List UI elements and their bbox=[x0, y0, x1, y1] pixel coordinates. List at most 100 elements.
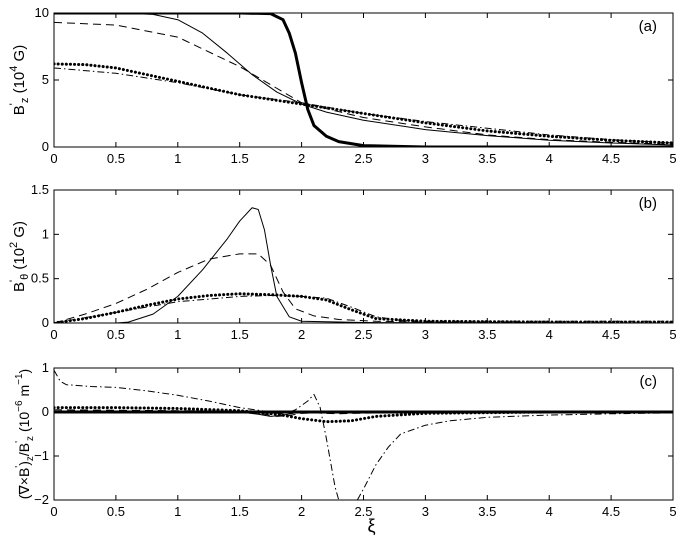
x-tick-label: 0 bbox=[50, 327, 57, 342]
series-layer bbox=[54, 13, 673, 147]
x-tick-label: 0 bbox=[50, 151, 57, 166]
x-tick-label: 4 bbox=[546, 327, 553, 342]
x-tick-label: 5 bbox=[669, 327, 676, 342]
tick-layer: 0 0.5 1 1.5 2 2.5 3 3.5 4 4.5 5 0 0.5 1 1.5 bbox=[31, 182, 677, 342]
ylabel-base: B bbox=[11, 105, 28, 115]
ylabel-unit-pre: (10 bbox=[16, 412, 32, 436]
tick-layer: 0 0.5 1 1.5 2 2.5 3 3.5 4 4.5 5 −2 −1 0 1 bbox=[34, 360, 676, 519]
ylabel-prime2: ' bbox=[14, 441, 25, 443]
x-tick-label: 2.5 bbox=[354, 504, 372, 519]
x-tick-label: 1 bbox=[174, 327, 181, 342]
y-tick-label: −2 bbox=[34, 492, 49, 507]
ylabel-sub: z bbox=[25, 456, 36, 461]
y-tick-label: 0 bbox=[42, 139, 49, 154]
tick-layer: 0 0.5 1 1.5 2 2.5 3 3.5 4 4.5 5 0 5 10 bbox=[35, 5, 677, 166]
y-tick-label: 0 bbox=[42, 404, 49, 419]
y-tick-label: 10 bbox=[35, 5, 49, 20]
x-tick-label: 0.5 bbox=[107, 151, 125, 166]
x-tick-label: 2 bbox=[298, 327, 305, 342]
ylabel-base: B bbox=[11, 282, 28, 292]
x-tick-label: 1 bbox=[174, 504, 181, 519]
ylabel-post: ) bbox=[16, 461, 32, 466]
ylabel-unit-post: G) bbox=[11, 221, 28, 242]
ylabel-prime: ' bbox=[8, 103, 20, 105]
x-tick-label: 0 bbox=[50, 504, 57, 519]
ylabel-unit-post: m bbox=[16, 385, 32, 401]
y-axis-label: B'θ (102 G) bbox=[8, 221, 31, 292]
x-tick-label: 3.5 bbox=[478, 504, 496, 519]
y-tick-label: 5 bbox=[42, 72, 49, 87]
ylabel-prime: ' bbox=[8, 280, 20, 282]
x-tick-label: 4.5 bbox=[602, 151, 620, 166]
series-line-dashdot bbox=[54, 295, 673, 323]
x-tick-label: 2 bbox=[298, 504, 305, 519]
ylabel-prime: ' bbox=[14, 466, 25, 468]
y-tick-label: 0 bbox=[42, 315, 49, 330]
ylabel-unit-exp: −6 bbox=[14, 400, 25, 412]
ylabel-mid: /B bbox=[16, 443, 32, 456]
x-tick-label: 1.5 bbox=[231, 504, 249, 519]
y-axis-label: (∇×B')z/B'z (10−6 m−1) bbox=[14, 369, 36, 499]
x-tick-label: 4 bbox=[546, 151, 553, 166]
y-tick-label: 1 bbox=[42, 226, 49, 241]
panel-c: 0 0.5 1 1.5 2 2.5 3 3.5 4 4.5 5−2−101 (c) (∇×B')z/… bbox=[14, 360, 677, 536]
y-axis-label: B'z (104 G) bbox=[8, 45, 31, 115]
x-tick-label: 3.5 bbox=[478, 327, 496, 342]
y-tick-label: −1 bbox=[34, 448, 49, 463]
series-layer bbox=[54, 369, 673, 500]
series-line-dashed bbox=[54, 409, 673, 417]
series-line-dotted bbox=[54, 406, 673, 424]
panel-label: (b) bbox=[639, 195, 657, 212]
x-tick-label: 2 bbox=[298, 151, 305, 166]
panel-b: 0 0.5 1 1.5 2 2.5 3 3.5 4 4.5 5 0 0.5 1 1.5 (b) B'θ (1… bbox=[8, 182, 677, 342]
ylabel-sub2: z bbox=[25, 436, 36, 441]
x-tick-label: 2.5 bbox=[354, 151, 372, 166]
series-line-thick-solid bbox=[54, 13, 673, 147]
axes-frame bbox=[53, 367, 674, 501]
ylabel-unit-pre: (10 bbox=[11, 248, 28, 274]
series-layer bbox=[54, 207, 673, 323]
ylabel-unit-exp: 4 bbox=[8, 66, 20, 72]
series-line-thin-solid bbox=[54, 13, 673, 146]
axes-frame bbox=[53, 189, 674, 324]
axes-frame bbox=[53, 12, 674, 148]
x-tick-label: 3 bbox=[422, 151, 429, 166]
y-tick-label: 1 bbox=[42, 360, 49, 375]
panel-label: (c) bbox=[640, 373, 658, 390]
x-tick-label: 3.5 bbox=[478, 151, 496, 166]
ylabel-unit-post: G) bbox=[11, 45, 28, 66]
series-line-dashed bbox=[54, 253, 673, 323]
ylabel-unit-end: ) bbox=[16, 369, 32, 374]
x-tick-label: 3 bbox=[422, 327, 429, 342]
series-line-dotted bbox=[54, 62, 673, 145]
ylabel-sub: z bbox=[19, 98, 31, 104]
x-axis-label: ξ bbox=[367, 516, 375, 536]
ylabel-unit-pre: (10 bbox=[11, 72, 28, 98]
ylabel-pre: (∇×B bbox=[16, 468, 32, 500]
series-line-dashed bbox=[54, 21, 673, 145]
series-line-dotted bbox=[54, 292, 673, 323]
series-line-dashdot bbox=[54, 369, 673, 500]
x-tick-label: 1 bbox=[174, 151, 181, 166]
panel-label: (a) bbox=[639, 18, 657, 35]
series-line-dashdot bbox=[54, 67, 673, 144]
x-tick-label: 1.5 bbox=[231, 327, 249, 342]
x-tick-label: 5 bbox=[669, 504, 676, 519]
ylabel-sub: θ bbox=[19, 274, 31, 280]
ylabel-unit-exp: 2 bbox=[8, 242, 20, 248]
series-line-thin-solid bbox=[54, 207, 673, 323]
y-tick-label: 1.5 bbox=[31, 182, 49, 197]
x-tick-label: 4.5 bbox=[602, 504, 620, 519]
x-tick-label: 4.5 bbox=[602, 327, 620, 342]
x-tick-label: 5 bbox=[669, 151, 676, 166]
x-tick-label: 3 bbox=[422, 504, 429, 519]
x-tick-label: 0.5 bbox=[107, 327, 125, 342]
x-tick-label: 2.5 bbox=[354, 327, 372, 342]
x-tick-label: 1.5 bbox=[231, 151, 249, 166]
x-tick-label: 0.5 bbox=[107, 504, 125, 519]
y-tick-label: 0.5 bbox=[31, 271, 49, 286]
x-tick-label: 4 bbox=[546, 504, 553, 519]
ylabel-unit-exp2: −1 bbox=[14, 373, 25, 385]
